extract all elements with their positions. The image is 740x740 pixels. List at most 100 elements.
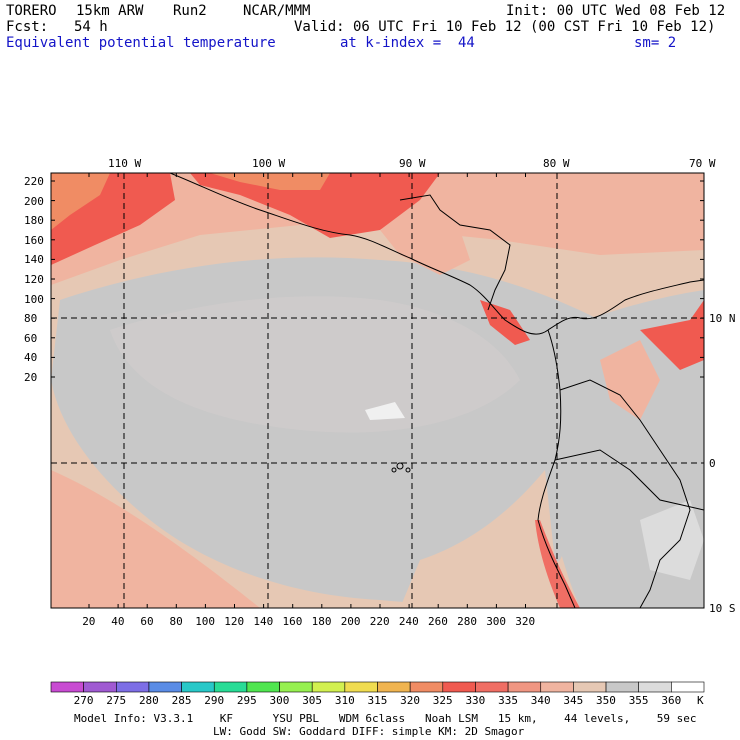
header-init: Init: 00 UTC Wed 08 Feb 12 <box>506 3 726 19</box>
coastline-caribbean <box>399 194 511 311</box>
colorbar-value-label: 345 <box>563 694 584 707</box>
lat-label-0: 0 <box>709 457 716 470</box>
colorbar-swatch <box>540 681 574 693</box>
colorbar-value-label: 325 <box>432 694 453 707</box>
colorbar-value-label: 280 <box>138 694 159 707</box>
colorbar-value-label: 340 <box>530 694 551 707</box>
light-patch-brazil <box>640 500 704 580</box>
x-tick-label: 20 <box>82 615 96 628</box>
y-tick-label: 200 <box>24 194 44 208</box>
colorbar-value-label: 330 <box>465 694 486 707</box>
colorbar-value-label: 305 <box>302 694 323 707</box>
axis-ticks <box>51 173 704 608</box>
colorbar-value-label: 310 <box>334 694 355 707</box>
colorbar-swatch <box>311 681 346 693</box>
colorbar-swatch <box>148 681 182 693</box>
warm-band-southwest <box>51 470 260 608</box>
y-tick-label: 180 <box>24 214 44 228</box>
y-tick-label: 100 <box>24 292 44 306</box>
y-tick-label: 160 <box>24 233 44 247</box>
graticule <box>51 173 704 608</box>
colorbar-swatch <box>83 681 117 693</box>
warm-patch-colombia <box>600 340 660 420</box>
galapagos-island-2 <box>405 467 411 473</box>
colorbar-swatch <box>605 681 639 693</box>
theta-e-field <box>51 173 704 608</box>
galapagos-island-1 <box>396 462 404 470</box>
colorbar-value-label: 355 <box>628 694 649 707</box>
colorbar-value-label: 275 <box>106 694 127 707</box>
header-fcst-label: Fcst: <box>6 19 49 35</box>
x-tick-label: 300 <box>486 615 507 628</box>
header-fcst-value: 54 h <box>74 19 108 35</box>
colorbar-swatch <box>507 681 542 693</box>
lon-label-80w: 80 W <box>543 157 570 170</box>
colorbar-swatch <box>442 681 476 693</box>
white-patch-1 <box>365 402 405 420</box>
x-tick-label: 140 <box>253 615 274 628</box>
colorbar-value-label: 335 <box>498 694 518 707</box>
footer-model-info: Model Info: V3.3.1 KF YSU PBL WDM 6class… <box>74 712 697 725</box>
coastline-central-america-pacific <box>169 173 704 335</box>
red-patch-costa-rica <box>480 300 530 345</box>
coastline-south-america-pacific <box>537 329 576 608</box>
colorbar-value-label: 360 <box>661 694 682 707</box>
y-tick-label: 40 <box>24 351 38 365</box>
x-tick-label: 180 <box>311 615 332 628</box>
tan-band-south <box>400 470 560 608</box>
x-tick-label: 80 <box>169 615 183 628</box>
header-resolution: 15km ARW <box>76 3 144 19</box>
border-south-america-2 <box>554 449 704 511</box>
y-tick-label: 20 <box>24 371 38 384</box>
field-title: Equivalent potential temperature <box>6 35 276 51</box>
level-label: at k-index = 44 <box>340 35 475 51</box>
plot-frame <box>50 172 705 609</box>
colorbar-value-label: 285 <box>171 694 192 707</box>
x-tick-label: 220 <box>369 615 390 628</box>
x-tick-label: 160 <box>282 615 303 628</box>
orange-core-mexico <box>210 173 330 190</box>
colorbar-swatch <box>377 681 411 693</box>
header-org: NCAR/MMM <box>243 3 311 19</box>
colorbar-swatch <box>181 681 215 693</box>
x-tick-label: 40 <box>111 615 125 628</box>
header-valid: Valid: 06 UTC Fri 10 Feb 12 (00 CST Fri … <box>294 19 716 35</box>
y-tick-label: 220 <box>24 175 44 188</box>
red-core-mexico <box>190 173 440 238</box>
colorbar-value-label: 315 <box>367 694 388 707</box>
warm-patch-guatemala <box>380 215 470 275</box>
footer-physics: LW: Godd SW: Goddard DIFF: simple KM: 2D… <box>213 725 525 738</box>
x-tick-label: 280 <box>457 615 477 628</box>
lon-label-70w: 70 W <box>689 157 716 170</box>
coastlines <box>169 173 704 608</box>
y-tick-label: 80 <box>24 312 38 326</box>
x-tick-label: 120 <box>224 615 245 628</box>
x-tick-label: 200 <box>340 615 361 628</box>
colorbar-value-label: 270 <box>73 694 94 707</box>
colorbar-value-label: 290 <box>204 694 225 707</box>
colorbar-swatch <box>246 681 280 693</box>
x-tick-label: 240 <box>398 615 419 628</box>
header-run: Run2 <box>173 3 207 19</box>
colorbar-swatch <box>638 681 672 693</box>
colorbar-value-label: 300 <box>269 694 290 707</box>
y-tick-label: 120 <box>24 273 44 286</box>
colorbar-value-label: 350 <box>596 694 616 707</box>
lon-label-110w: 110 W <box>108 157 142 170</box>
border-south-america-1 <box>559 379 691 608</box>
galapagos-island-3 <box>391 467 397 473</box>
y-tick-label: 140 <box>24 253 44 267</box>
header-model: TORERO <box>6 3 57 19</box>
x-tick-label: 60 <box>140 615 154 628</box>
colorbar-swatch <box>475 681 509 693</box>
orange-core-northwest <box>51 173 110 230</box>
lon-label-90w: 90 W <box>399 157 426 170</box>
colorbar-swatch <box>409 681 444 693</box>
x-tick-label: 100 <box>195 615 216 628</box>
colorbar-swatch <box>213 681 248 693</box>
lon-label-100w: 100 W <box>252 157 286 170</box>
smoothing-label: sm= 2 <box>634 35 677 51</box>
colorbar-swatch <box>573 681 607 693</box>
grey-texture <box>110 296 520 433</box>
